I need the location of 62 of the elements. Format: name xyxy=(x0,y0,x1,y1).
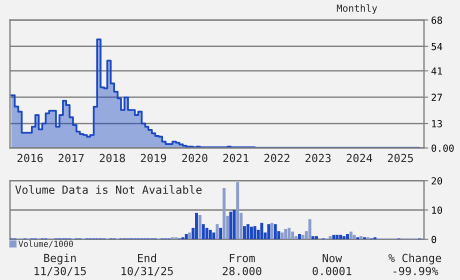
bar xyxy=(250,226,253,240)
y-tick-label: 27 xyxy=(432,94,442,101)
bar xyxy=(298,234,301,240)
bar xyxy=(274,224,277,240)
bar xyxy=(291,232,294,240)
bar xyxy=(342,236,346,240)
text: Monthly xyxy=(336,4,378,14)
bar xyxy=(360,236,363,240)
y-tick-label: 20 xyxy=(432,177,442,185)
bar xyxy=(312,236,314,240)
text: 0.0001 xyxy=(312,266,352,276)
text: % Change xyxy=(388,254,442,264)
y-tick-label: 68 xyxy=(432,16,442,24)
x-tick-label: 2022 xyxy=(264,154,290,162)
x-tick-label: 2021 xyxy=(223,154,248,162)
text: 28.000 xyxy=(222,266,262,276)
y-tick-label: 13 xyxy=(432,120,442,128)
bar xyxy=(339,234,342,240)
bar xyxy=(301,234,304,240)
bar xyxy=(346,234,349,240)
text: Now xyxy=(322,254,342,262)
bar xyxy=(350,232,352,240)
x-tick-label: 2024 xyxy=(346,154,372,162)
bar xyxy=(243,226,246,240)
text: End xyxy=(138,254,156,262)
bar xyxy=(236,182,240,240)
x-tick-label: 2017 xyxy=(58,154,84,162)
y-tick-label: 0 xyxy=(432,236,436,244)
x-tick-label: 2020 xyxy=(182,154,208,162)
bar xyxy=(184,234,188,240)
x-tick-label: 2025 xyxy=(388,154,413,162)
bar xyxy=(188,232,192,240)
x-tick-label: 2016 xyxy=(18,154,43,162)
text: Begin xyxy=(44,254,76,264)
y-tick-label: 54 xyxy=(432,42,442,50)
bar xyxy=(219,228,222,240)
x-tick-label: 2019 xyxy=(140,154,166,162)
bar xyxy=(336,234,339,240)
bar xyxy=(222,188,226,240)
bar xyxy=(253,226,256,240)
text: -99.99% xyxy=(394,266,438,276)
bar xyxy=(198,214,202,240)
text: From xyxy=(230,254,255,262)
text: 11/30/15 xyxy=(34,266,86,276)
bar xyxy=(208,230,212,240)
bar xyxy=(202,224,205,240)
legend-label: Volume/1000 xyxy=(18,240,73,248)
y-tick-label: 10 xyxy=(432,206,442,214)
x-tick-label: 2023 xyxy=(306,154,331,162)
y-tick-label: 0.00 xyxy=(432,144,454,152)
bar xyxy=(288,228,291,240)
bar xyxy=(205,228,208,240)
x-tick-label: 2018 xyxy=(100,154,125,162)
text: 10/31/25 xyxy=(122,266,173,276)
bar xyxy=(246,224,250,240)
bar xyxy=(308,219,312,240)
bar xyxy=(195,212,198,240)
annotation: Volume Data is Not Available xyxy=(15,185,202,194)
bar xyxy=(315,236,318,240)
bar xyxy=(284,229,288,240)
bar xyxy=(270,222,274,240)
y-tick-label: 41 xyxy=(431,67,442,75)
